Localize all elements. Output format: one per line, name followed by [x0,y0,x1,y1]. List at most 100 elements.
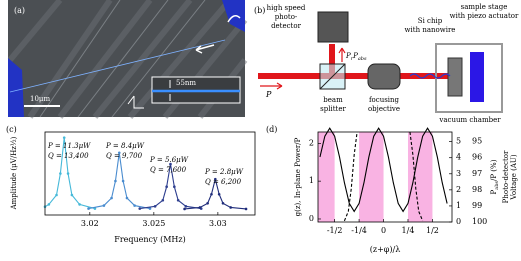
y2-label-part: abs [494,181,500,190]
data-point [62,136,66,139]
series-line [88,152,151,210]
y3-tick-label: 97 [472,169,482,178]
signal-sub: r [351,56,354,62]
y2-label-part: P [490,189,498,194]
detector-label: detector [271,22,302,30]
panel-label: (b) [254,6,265,15]
sem-ridges [39,0,206,118]
data-point [47,203,51,206]
detector-label: photo- [275,13,298,21]
data-point [66,172,70,175]
signal-p: P [345,52,351,60]
annotation: P = 5.6μW [149,156,189,164]
y2-axis-label: Pabs/P (%) [490,159,500,194]
panel-b: (b) P PrPabs high speed photo- detector … [254,3,519,124]
y2-tick-label: 1 [456,201,461,210]
blue-pad [8,58,24,117]
arrow [227,15,241,23]
signal-arrow [338,47,346,62]
series-line [319,127,448,213]
y2-label-part: /P (%) [490,159,498,181]
y3-axis-label: Voltage (AU) [510,154,518,200]
data-point [206,202,209,205]
axes-icon [127,95,144,109]
annotation: Q = 9,700 [106,152,143,160]
data-point [214,177,217,181]
objective [367,63,401,90]
data-point [125,196,129,200]
plot-frame [44,131,256,216]
signal-label: PrPabs [345,52,367,62]
plot-frame [317,131,453,223]
data-point [169,162,172,166]
chip-label: with nanowire [405,26,456,34]
data-point [117,151,121,155]
objective-label: focusing [369,96,400,104]
x-tick-label: 3.03 [209,219,227,228]
x-tick-label: 3.025 [142,219,165,228]
series-line [343,131,424,222]
annotation: P = 8.4μW [105,142,145,150]
panel-label: (c) [6,125,17,134]
data-point [221,202,225,205]
y3-tick-label: 98 [472,185,482,194]
data-point [153,205,157,208]
data-point [173,185,176,189]
y3-tick-label: 95 [472,137,482,146]
annotation: P = 11.3μW [47,142,91,150]
annotation: P = 2.8μW [204,168,244,176]
x-tick-label: -1/4 [351,226,367,235]
nanowire [409,73,451,79]
data-point [121,179,125,183]
data-point [133,204,136,207]
y3-tick-label: 99 [472,201,482,210]
panel-label: (a) [14,6,25,15]
data-point [78,203,81,206]
chamber-label: vacuum chamber [438,116,501,124]
chip-label: Si chip [418,17,443,25]
data-point [184,205,188,208]
x-tick-label: 1/4 [402,226,415,235]
data-point [229,206,232,209]
nanowire [9,39,226,93]
data-point [217,192,221,196]
y2-tick-label: 2 [456,185,461,194]
data-point [102,204,106,207]
data-point [55,193,58,197]
splitter-diagonal [319,63,346,90]
chart: -1/2 -1/4 0 1/4 1/2 0 1 2 0 1 2 3 4 5 95 96 97 98 99 100 (d)… [266,125,518,254]
data-point [244,207,248,211]
objective-label: objective [368,105,400,113]
scale-bar-label: 10μm [30,95,50,103]
data-point [59,172,62,175]
photodetector [317,11,349,43]
y3-tick-label: 100 [472,217,487,226]
data-point [87,207,90,210]
data-point [138,207,142,210]
splitter-label: splitter [320,105,346,113]
data-point [114,179,117,183]
stage-label: sample stage [461,3,508,11]
annotation: Q = 6,200 [205,178,242,186]
data-point [165,185,168,189]
annotation: Q = 13,400 [48,152,89,160]
data-point [110,196,113,200]
x-axis-label: Frequency (MHz) [114,235,185,244]
y-axis-label: g(z), In-plane Power/P [294,137,302,216]
x-axis-label: (z+φ)/λ [370,245,401,254]
sem-texture [7,0,248,119]
signal-sub: abs [358,56,367,62]
panel-label: (d) [266,125,277,134]
data-point [198,206,202,209]
data-point [70,193,74,197]
data-point [148,207,152,210]
arrow [195,44,215,54]
input-arrow [260,82,283,90]
signal-p: P [352,52,358,60]
x-tick-label: 0 [381,226,386,235]
piezo-stage [470,52,484,102]
detector-label: high speed [267,4,306,12]
x-tick-label: -1/2 [327,226,343,235]
data-point [183,207,186,211]
